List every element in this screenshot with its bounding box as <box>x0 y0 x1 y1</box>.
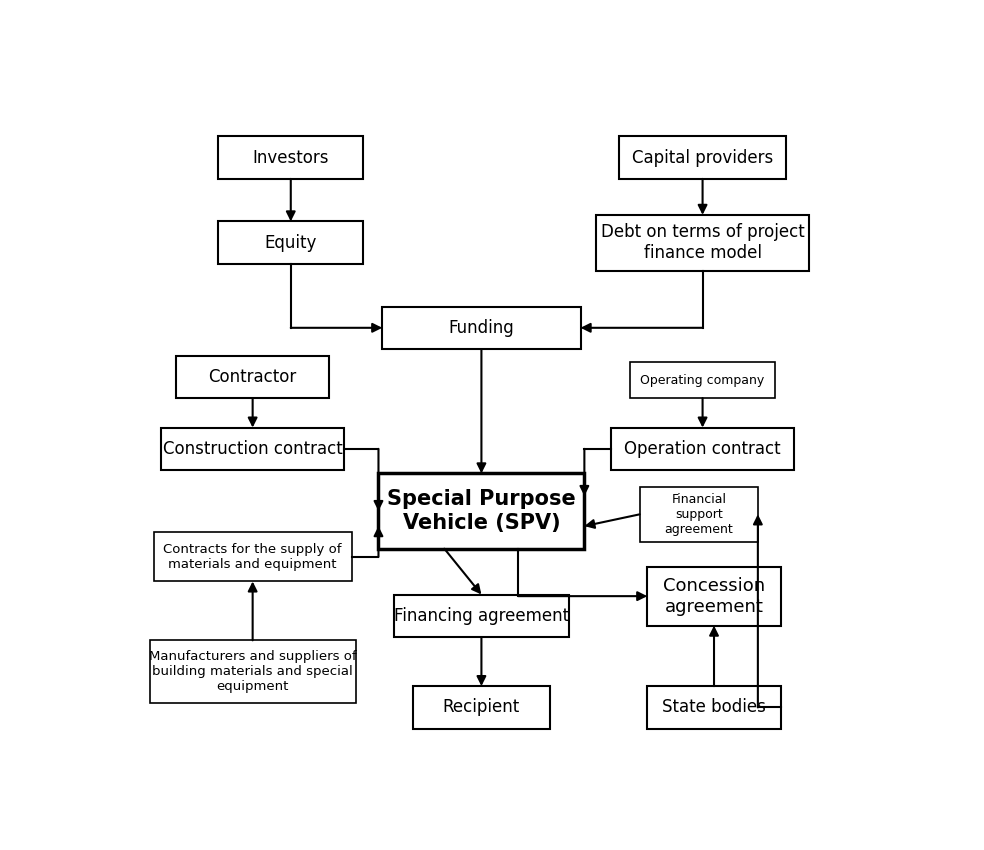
Text: Investors: Investors <box>253 149 329 167</box>
Text: Capital providers: Capital providers <box>632 149 773 167</box>
Text: Recipient: Recipient <box>443 699 521 717</box>
Text: Financial
support
agreement: Financial support agreement <box>664 493 733 536</box>
Text: Operation contract: Operation contract <box>624 440 781 458</box>
Text: Contracts for the supply of
materials and equipment: Contracts for the supply of materials an… <box>163 543 341 571</box>
FancyBboxPatch shape <box>176 355 329 398</box>
Text: Equity: Equity <box>265 234 317 252</box>
Text: Debt on terms of project
finance model: Debt on terms of project finance model <box>600 224 805 262</box>
Text: State bodies: State bodies <box>662 699 766 717</box>
FancyBboxPatch shape <box>154 532 352 581</box>
Text: Construction contract: Construction contract <box>162 440 342 458</box>
Text: Concession
agreement: Concession agreement <box>663 577 766 615</box>
FancyBboxPatch shape <box>382 307 581 349</box>
FancyBboxPatch shape <box>630 362 775 398</box>
Text: Manufacturers and suppliers of
building materials and special
equipment: Manufacturers and suppliers of building … <box>149 650 356 693</box>
FancyBboxPatch shape <box>150 640 355 702</box>
FancyBboxPatch shape <box>647 567 780 626</box>
FancyBboxPatch shape <box>161 428 344 470</box>
Text: Operating company: Operating company <box>641 374 765 387</box>
Text: Financing agreement: Financing agreement <box>394 607 569 625</box>
FancyBboxPatch shape <box>611 428 794 470</box>
FancyBboxPatch shape <box>218 136 363 178</box>
FancyBboxPatch shape <box>218 222 363 264</box>
FancyBboxPatch shape <box>596 215 810 270</box>
FancyBboxPatch shape <box>647 686 780 728</box>
FancyBboxPatch shape <box>413 686 550 728</box>
FancyBboxPatch shape <box>394 594 569 637</box>
FancyBboxPatch shape <box>640 486 758 542</box>
Text: Contractor: Contractor <box>209 368 297 386</box>
FancyBboxPatch shape <box>619 136 786 178</box>
FancyBboxPatch shape <box>379 473 584 549</box>
Text: Funding: Funding <box>449 319 515 337</box>
Text: Special Purpose
Vehicle (SPV): Special Purpose Vehicle (SPV) <box>387 490 576 533</box>
